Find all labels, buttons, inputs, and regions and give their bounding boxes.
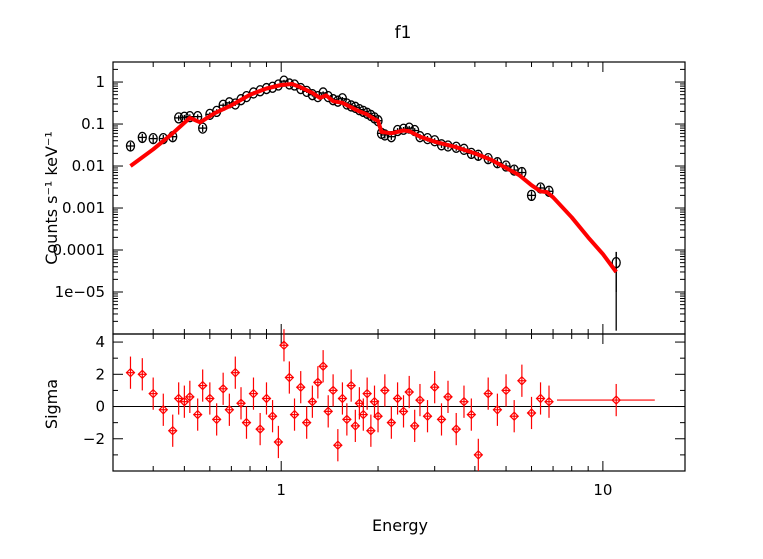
residual-point — [473, 450, 484, 460]
chart-title: f1 — [395, 23, 412, 43]
y-tick-label: 1 — [95, 73, 105, 91]
residual-point — [535, 393, 546, 404]
residual-point — [328, 385, 338, 396]
residual-point — [197, 380, 208, 391]
spectrum-points — [125, 75, 621, 331]
residual-point — [192, 409, 203, 420]
y-tick-label: 0.01 — [72, 157, 105, 175]
residual-point — [398, 406, 409, 417]
residual-point — [409, 421, 420, 431]
residual-point — [380, 385, 390, 396]
residual-point — [267, 411, 278, 422]
residual-point — [346, 380, 357, 391]
residual-point — [125, 367, 136, 378]
residual-point — [517, 375, 527, 386]
residual-point — [279, 340, 289, 351]
residual-point — [373, 411, 383, 422]
residual-point — [369, 396, 380, 407]
y-tick-label: 1e−05 — [55, 283, 105, 301]
residual-point — [354, 398, 365, 409]
residual-point — [459, 396, 469, 407]
residual-point — [451, 424, 462, 434]
residual-point — [295, 382, 306, 393]
residual-point — [224, 404, 235, 415]
y-tick-label: 4 — [95, 333, 105, 351]
residual-point — [289, 409, 300, 420]
residual-point — [284, 372, 295, 383]
residual-point — [415, 395, 425, 405]
residual-point — [301, 417, 312, 428]
y-tick-label: 0 — [95, 398, 105, 416]
residual-point — [436, 414, 447, 425]
y-tick-label: 0.1 — [81, 115, 105, 133]
residual-point — [173, 393, 184, 404]
residuals-plot-frame — [112, 333, 686, 472]
residual-point — [148, 388, 159, 399]
residual-point — [342, 414, 352, 425]
y-tick-label: −2 — [83, 430, 105, 448]
x-tick-label: 1 — [276, 481, 286, 499]
residual-point — [230, 367, 241, 378]
y-axis-title-residuals: Sigma — [42, 379, 61, 429]
data-point — [125, 140, 136, 152]
residual-point — [337, 393, 348, 404]
x-axis-title: Energy — [372, 516, 428, 535]
residual-point — [366, 425, 376, 436]
residual-point — [443, 392, 453, 402]
residual-point — [158, 404, 169, 415]
residual-point — [501, 385, 511, 396]
residual-point — [184, 392, 195, 402]
x-tick-label: 10 — [593, 481, 612, 499]
residual-point — [167, 425, 178, 436]
residual-point — [544, 396, 554, 407]
residual-point — [307, 396, 318, 407]
residual-point — [392, 393, 403, 404]
data-point — [137, 131, 147, 144]
residual-point — [429, 382, 440, 393]
model-line — [129, 82, 618, 274]
residual-point — [483, 388, 494, 399]
y-tick-label: 0.001 — [62, 199, 105, 217]
residual-point — [362, 388, 372, 399]
residual-point — [261, 393, 272, 404]
residual-point — [386, 417, 397, 428]
residual-point — [422, 411, 433, 422]
residual-point — [236, 398, 246, 409]
residual-point — [526, 408, 537, 418]
residual-point — [466, 409, 477, 420]
residual-point — [318, 361, 328, 372]
residual-point — [611, 395, 622, 405]
residual-point — [350, 421, 361, 431]
residual-point — [218, 383, 228, 394]
residual-point — [323, 406, 334, 417]
data-point — [148, 132, 158, 145]
residual-ticks: 1 10 4 2 0 −2 — [83, 333, 685, 499]
residual-point — [404, 387, 415, 397]
model-curve — [129, 82, 618, 274]
residual-point — [273, 437, 284, 447]
y-tick-label: 2 — [95, 365, 105, 383]
residual-point — [241, 417, 252, 428]
y-tick-label: 0.0001 — [53, 241, 106, 259]
residual-point — [509, 411, 520, 422]
residual-point — [179, 396, 190, 407]
spectrum-ticks: 1 0.1 0.01 0.001 0.0001 1e−05 — [53, 61, 685, 334]
y-axis-title-spectrum: Counts s⁻¹ keV⁻¹ — [42, 131, 61, 265]
residual-point — [248, 388, 259, 399]
residual-point — [255, 424, 265, 434]
residual-point — [313, 377, 323, 388]
residual-point — [211, 414, 222, 425]
residual-point — [358, 409, 369, 420]
residual-point — [204, 393, 215, 404]
data-point — [526, 189, 537, 202]
residual-point — [492, 404, 503, 415]
residual-points — [125, 329, 655, 471]
spectrum-plot-frame — [112, 61, 686, 335]
residual-point — [137, 369, 148, 380]
residual-point — [332, 440, 343, 451]
